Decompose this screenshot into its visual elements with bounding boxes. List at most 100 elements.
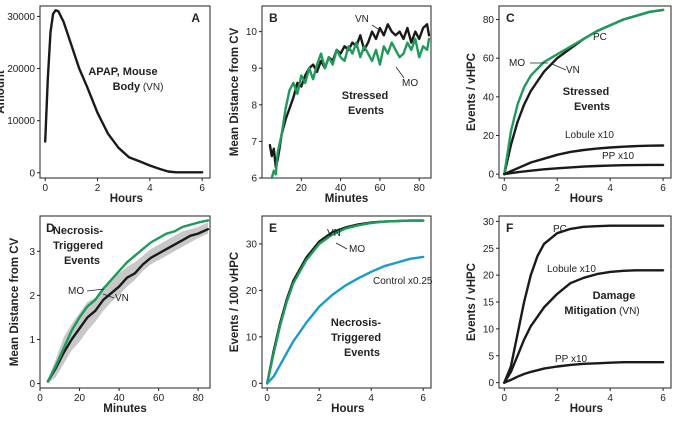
panel-d-series-mo xyxy=(46,219,210,383)
panel-c-ytick-label: 40 xyxy=(483,92,495,103)
panel-b-xtick-label: 40 xyxy=(335,183,347,194)
panel-d-xtick-label: 80 xyxy=(193,393,205,404)
panel-a-ylabel: Amount xyxy=(0,70,7,114)
panel-d-ytick-label: 1 xyxy=(29,335,35,346)
panel-e-leader-mo xyxy=(335,242,348,250)
panel-f-label-pc: PC xyxy=(553,224,567,235)
panel-f-xtick-label: 4 xyxy=(607,393,613,404)
panel-f-series-pp-x10 xyxy=(503,361,665,384)
panel-c-xtick-label: 6 xyxy=(660,183,666,194)
panel-b-series-mo xyxy=(270,37,431,180)
panel-f-ytick-label: 20 xyxy=(483,271,495,282)
panel-c-label-lobule-x10: Lobule x10 xyxy=(565,130,614,141)
panel-f-xtick-label: 0 xyxy=(502,393,508,404)
panel-a: 0 2 4 6 0 10000 20000 30000 Hours Amount A APAP, Mo… xyxy=(0,5,211,205)
panel-d-series-vn xyxy=(46,228,210,383)
panel-d-xtick-label: 0 xyxy=(37,393,43,404)
panel-e-label-vn: VN xyxy=(327,228,341,239)
panel-a-series-apap xyxy=(44,9,204,174)
panel-c-series-pp-x10 xyxy=(503,163,665,176)
panel-f-xlabel: Hours xyxy=(570,403,603,415)
panel-c-ytick-label: 60 xyxy=(483,54,495,65)
panel-d-annotation: Triggered xyxy=(53,240,103,252)
panel-b-ytick-label: 10 xyxy=(246,27,258,38)
panel-a-xtick-label: 6 xyxy=(199,183,205,194)
panel-e-label-control-x0-25: Control x0.25 xyxy=(373,276,433,287)
panel-f-ytick-label: 25 xyxy=(483,244,495,255)
panel-e-letter: E xyxy=(269,221,277,235)
panel-e-ytick-label: 10 xyxy=(246,332,258,343)
panel-f-series-pc xyxy=(503,224,665,384)
panel-f-series-lobule-x10 xyxy=(503,269,665,384)
panel-f-annotation-note: (VN) xyxy=(616,306,639,317)
panel-f-ylabel: Events / vHPC xyxy=(466,263,478,341)
panel-e-annotation: Necrosis- xyxy=(331,317,381,329)
panel-b-ytick-label: 7 xyxy=(251,137,257,148)
panel-c-xtick-label: 4 xyxy=(607,183,613,194)
panel-a-frame xyxy=(39,5,211,179)
panel-c-annotation: Stressed xyxy=(563,86,609,98)
panel-f-ytick-label: 5 xyxy=(488,351,494,362)
panel-d-xtick-label: 40 xyxy=(114,393,126,404)
panel-c-xtick-label: 2 xyxy=(554,183,560,194)
panel-c-label-vn: VN xyxy=(566,65,580,76)
panel-e-xtick-label: 2 xyxy=(316,393,322,404)
panel-e-ytick-label: 20 xyxy=(246,286,258,297)
panel-e-frame xyxy=(261,215,432,389)
panel-d-xlabel: Minutes xyxy=(103,403,146,415)
panel-c-leader-vn xyxy=(551,63,567,71)
panel-f-ytick-label: 0 xyxy=(488,378,494,389)
panel-c-ytick-label: 20 xyxy=(483,131,495,142)
panel-d-leader-mo xyxy=(86,288,105,292)
panel-c-xlabel: Hours xyxy=(570,193,603,205)
panel-e-series-control-x0-25 xyxy=(266,255,425,385)
panel-b-xlabel: Minutes xyxy=(325,193,368,205)
panel-d-ytick-label: 2 xyxy=(29,291,35,302)
panel-a-ytick-label: 0 xyxy=(29,168,35,179)
panel-e-xtick-label: 4 xyxy=(368,393,374,404)
panel-b-ytick-label: 6 xyxy=(251,174,257,185)
panel-a-ytick-label: 10000 xyxy=(7,116,35,127)
panel-c-ylabel: Events / vHPC xyxy=(466,53,478,131)
panel-e-xtick-label: 0 xyxy=(264,393,270,404)
panel-a-xtick-label: 2 xyxy=(95,183,101,194)
panel-c-frame xyxy=(498,5,672,179)
panel-c-letter: C xyxy=(506,11,515,25)
panel-f-ytick-label: 30 xyxy=(483,217,495,228)
panel-e-series-mo xyxy=(266,219,425,385)
panel-b-letter: B xyxy=(269,11,278,25)
panel-b-xtick-label: 20 xyxy=(296,183,308,194)
panel-e-ytick-label: 0 xyxy=(251,379,257,390)
panel-e-label-mo: MO xyxy=(349,244,365,255)
panel-d-letter: D xyxy=(46,221,55,235)
panel-b-ytick-label: 9 xyxy=(251,64,257,75)
panel-b: 20 40 60 80 6 7 8 9 10 Minutes Mean Distance from … xyxy=(229,5,432,205)
panel-f-ytick-label: 10 xyxy=(483,324,495,335)
panel-f-annotation: Damage xyxy=(593,290,636,302)
panel-a-ytick-label: 20000 xyxy=(7,64,35,75)
panel-f-xtick-label: 6 xyxy=(660,393,666,404)
panel-c-xtick-label: 0 xyxy=(502,183,508,194)
panel-d-leader-vn xyxy=(102,293,115,299)
panel-e-annotation: Triggered xyxy=(331,332,381,344)
panel-c-label-mo: MO xyxy=(509,58,525,69)
panel-d-label-vn: VN xyxy=(115,293,129,304)
panel-f-letter: F xyxy=(506,221,513,235)
panel-d: 0 20 40 60 80 0 1 2 3 Minutes Mean Distance from C… xyxy=(9,215,211,415)
panel-e-xtick-label: 6 xyxy=(420,393,426,404)
panel-d-annotation: Necrosis- xyxy=(53,225,103,237)
panel-b-ylabel: Mean Distance from CV xyxy=(229,27,241,156)
panel-a-annotation: APAP, Mouse xyxy=(88,66,157,78)
panel-a-annotation-note: (VN) xyxy=(140,82,163,93)
panel-a-xtick-label: 4 xyxy=(147,183,153,194)
panel-c-ytick-label: 80 xyxy=(483,15,495,26)
panel-d-annotation: Events xyxy=(64,255,100,267)
panel-c-label-pc: PC xyxy=(593,32,607,43)
panel-e-ylabel: Events / 100 vHPC xyxy=(229,252,241,352)
panel-f-xtick-label: 2 xyxy=(554,393,560,404)
panel-f: 0 2 4 6 0 5 10 15 20 25 30 Hours Events / vHPC F Damag… xyxy=(466,215,672,415)
panel-d-band xyxy=(47,222,209,384)
panel-f-label-lobule-x10: Lobule x10 xyxy=(547,264,596,275)
panel-b-label-mo: MO xyxy=(402,78,418,89)
